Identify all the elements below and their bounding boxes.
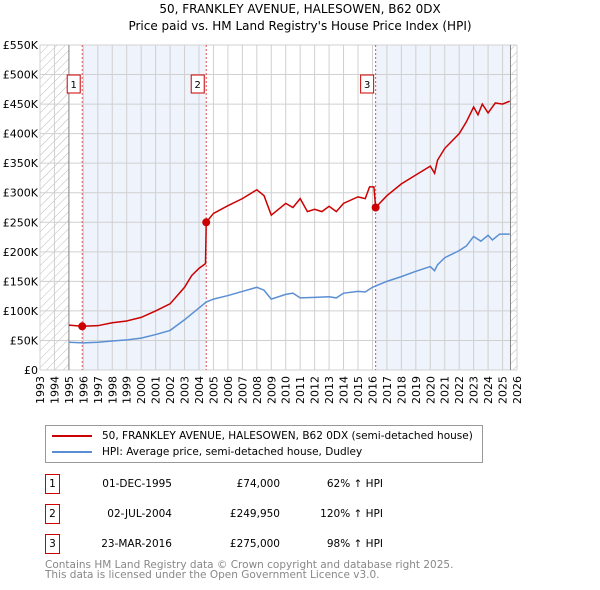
sale-point: [78, 322, 87, 331]
footer: Contains HM Land Registry data © Crown c…: [45, 559, 454, 581]
property-price-line: [68, 100, 511, 328]
x-tick-label: 1997: [92, 376, 105, 404]
price-chart: 50, FRANKLEY AVENUE, HALESOWEN, B62 0DX …: [3, 2, 524, 404]
x-tick-label: 2021: [439, 376, 452, 404]
x-tick-label: 2017: [381, 376, 394, 404]
y-tick-label: £100K: [3, 305, 39, 318]
legend-label-hpi: HPI: Average price, semi-detached house,…: [102, 446, 363, 458]
sale-marker-label: 1: [71, 80, 77, 91]
y-tick-label: £0: [24, 364, 38, 377]
legend-label-property: 50, FRANKLEY AVENUE, HALESOWEN, B62 0DX …: [102, 430, 473, 442]
y-tick-label: £150K: [3, 275, 39, 288]
x-tick-label: 2002: [164, 376, 177, 404]
sale-marker-label: 3: [364, 80, 370, 91]
y-tick-label: £50K: [10, 334, 39, 347]
hpi-line: [68, 233, 510, 344]
sale-price: £275,000: [229, 538, 280, 550]
x-tick-label: 2000: [135, 376, 148, 404]
sale-row: 2 02-JUL-2004 £249,950 120% ↑ HPI: [45, 504, 445, 524]
x-tick-label: 2010: [280, 376, 293, 404]
x-tick-label: 1995: [63, 376, 76, 404]
sale-date: 01-DEC-1995: [102, 478, 172, 490]
sale-price: £249,950: [229, 508, 280, 520]
sale-marker-label: 2: [195, 80, 201, 91]
x-tick-label: 1998: [106, 376, 119, 404]
x-tick-label: 2026: [511, 376, 524, 404]
sale-marker-label: 3: [45, 534, 60, 554]
shaded-region: [82, 45, 207, 370]
sale-marker-label: 1: [45, 474, 60, 494]
sale-marker-box: [66, 74, 81, 94]
x-tick-label: 2008: [251, 376, 264, 404]
sale-hpi: 98% ↑ HPI: [326, 538, 383, 550]
legend-swatch-property: [52, 435, 92, 437]
x-tick-label: 1993: [34, 376, 47, 404]
y-tick-label: £450K: [3, 98, 39, 111]
x-tick-label: 2011: [294, 376, 307, 404]
y-tick-label: £400K: [3, 128, 39, 141]
x-tick-label: 2007: [236, 376, 249, 404]
sale-point: [202, 218, 211, 227]
sale-marker-box: [360, 74, 375, 94]
x-tick-label: 2016: [366, 376, 379, 404]
x-tick-label: 2013: [323, 376, 336, 404]
x-tick-label: 2015: [352, 376, 365, 404]
sale-hpi: 62% ↑ HPI: [326, 478, 383, 490]
x-tick-label: 2003: [179, 376, 192, 404]
chart-subtitle: Price paid vs. HM Land Registry's House …: [128, 19, 471, 33]
y-tick-label: £550K: [3, 39, 39, 52]
x-tick-label: 2009: [265, 376, 278, 404]
footer-licence: This data is licensed under the Open Gov…: [45, 569, 380, 581]
x-tick-label: 1996: [77, 376, 90, 404]
y-tick-label: £200K: [3, 246, 39, 259]
x-tick-label: 2019: [410, 376, 423, 404]
x-tick-label: 2024: [482, 376, 495, 404]
x-tick-label: 2020: [424, 376, 437, 404]
sale-row: 1 01-DEC-1995 £74,000 62% ↑ HPI: [45, 474, 445, 494]
x-tick-label: 2023: [468, 376, 481, 404]
sale-date: 23-MAR-2016: [101, 538, 172, 550]
x-tick-label: 2006: [222, 376, 235, 404]
legend-swatch-hpi: [52, 451, 92, 453]
hatched-region: [510, 45, 517, 370]
chart-title: 50, FRANKLEY AVENUE, HALESOWEN, B62 0DX: [159, 2, 440, 16]
sale-price: £74,000: [236, 478, 280, 490]
y-tick-label: £500K: [3, 69, 39, 82]
y-tick-label: £300K: [3, 187, 39, 200]
shaded-region: [375, 45, 511, 370]
y-tick-label: £250K: [3, 216, 39, 229]
x-tick-label: 2005: [207, 376, 220, 404]
footer-copyright: Contains HM Land Registry data © Crown c…: [45, 559, 454, 571]
x-tick-label: 2001: [150, 376, 163, 404]
x-tick-label: 2012: [309, 376, 322, 404]
sale-date: 02-JUL-2004: [107, 508, 172, 520]
sale-marker-label: 2: [45, 504, 60, 524]
x-tick-label: 2018: [395, 376, 408, 404]
x-tick-label: 2004: [193, 376, 206, 404]
sale-hpi: 120% ↑ HPI: [320, 508, 383, 520]
x-tick-label: 1994: [48, 376, 61, 404]
sale-marker-box: [190, 74, 205, 94]
legend: 50, FRANKLEY AVENUE, HALESOWEN, B62 0DX …: [45, 425, 483, 463]
x-tick-label: 1999: [121, 376, 134, 404]
sale-row: 3 23-MAR-2016 £275,000 98% ↑ HPI: [45, 534, 445, 554]
x-tick-label: 2014: [338, 376, 351, 404]
x-tick-label: 2022: [453, 376, 466, 404]
sale-point: [371, 203, 380, 212]
y-tick-label: £350K: [3, 157, 39, 170]
x-tick-label: 2025: [497, 376, 510, 404]
